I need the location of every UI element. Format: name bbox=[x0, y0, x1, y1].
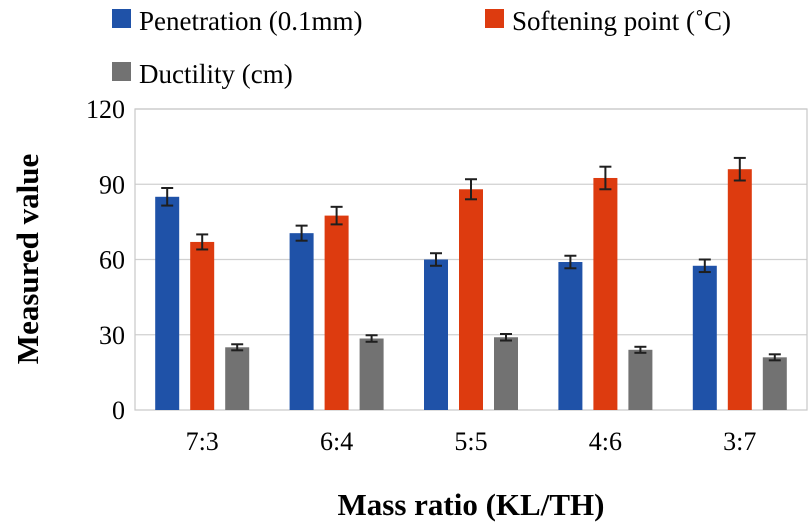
bar-penetration-3-7 bbox=[692, 265, 717, 410]
error-bar bbox=[465, 178, 477, 201]
legend-swatch-softening-point bbox=[485, 9, 504, 28]
error-bar bbox=[161, 187, 174, 207]
error-bar bbox=[231, 343, 244, 352]
legend-swatch-penetration bbox=[112, 9, 131, 28]
error-bar bbox=[365, 334, 378, 343]
error-bars bbox=[161, 156, 781, 362]
legend-item-penetration: Penetration (0.1mm) bbox=[112, 6, 362, 36]
error-bar bbox=[564, 254, 577, 270]
bar-ductility-7-3 bbox=[225, 347, 250, 410]
legend-label-penetration: Penetration (0.1mm) bbox=[139, 6, 362, 36]
legend-label-ductility: Ductility (cm) bbox=[139, 59, 293, 89]
legend-item-ductility: Ductility (cm) bbox=[112, 59, 293, 89]
bar-ductility-4-6 bbox=[628, 349, 653, 410]
y-tick-label: 30 bbox=[99, 321, 125, 350]
error-bar bbox=[698, 258, 711, 274]
x-tick-label: 3:7 bbox=[723, 427, 756, 456]
error-bar bbox=[196, 233, 209, 251]
bar-ductility-6-4 bbox=[359, 338, 384, 410]
error-bar bbox=[768, 353, 781, 362]
legend-item-softening-point: Softening point (˚C) bbox=[485, 6, 731, 36]
bar-penetration-4-6 bbox=[558, 262, 583, 410]
bar-softening-4-6 bbox=[593, 177, 618, 410]
bar-penetration-6-4 bbox=[289, 233, 314, 410]
bar-ductility-3-7 bbox=[762, 357, 787, 410]
y-tick-label: 0 bbox=[112, 396, 125, 425]
legend: Penetration (0.1mm) Softening point (˚C)… bbox=[112, 6, 731, 89]
error-bar bbox=[430, 252, 442, 267]
error-bar bbox=[330, 205, 343, 226]
error-bar bbox=[500, 332, 512, 342]
y-tick-label: 90 bbox=[99, 170, 125, 199]
bar-penetration-5-5 bbox=[424, 259, 448, 410]
bars bbox=[155, 169, 787, 410]
error-bar bbox=[733, 156, 746, 182]
bar-ductility-5-5 bbox=[494, 337, 518, 410]
y-tick-label: 60 bbox=[99, 246, 125, 275]
x-axis-ticks: 7:3 6:4 5:5 4:6 3:7 bbox=[186, 427, 757, 456]
x-tick-label: 4:6 bbox=[589, 427, 622, 456]
x-tick-label: 6:4 bbox=[320, 427, 353, 456]
legend-swatch-ductility bbox=[112, 62, 131, 81]
legend-label-softening-point: Softening point (˚C) bbox=[512, 6, 731, 36]
x-tick-label: 5:5 bbox=[454, 427, 487, 456]
error-bar bbox=[634, 345, 647, 354]
bar-softening-7-3 bbox=[190, 241, 215, 410]
error-bar bbox=[295, 224, 308, 242]
y-tick-label: 120 bbox=[86, 95, 125, 124]
bar-softening-5-5 bbox=[459, 189, 483, 410]
error-bar bbox=[599, 165, 612, 191]
y-axis-ticks: 0 30 60 90 120 bbox=[86, 95, 125, 425]
x-axis-title: Mass ratio (KL/TH) bbox=[338, 487, 605, 522]
y-axis-title: Measured value bbox=[10, 154, 45, 364]
x-tick-label: 7:3 bbox=[186, 427, 219, 456]
bar-penetration-7-3 bbox=[155, 196, 180, 410]
bar-softening-3-7 bbox=[727, 169, 752, 410]
bar-softening-6-4 bbox=[324, 215, 349, 410]
